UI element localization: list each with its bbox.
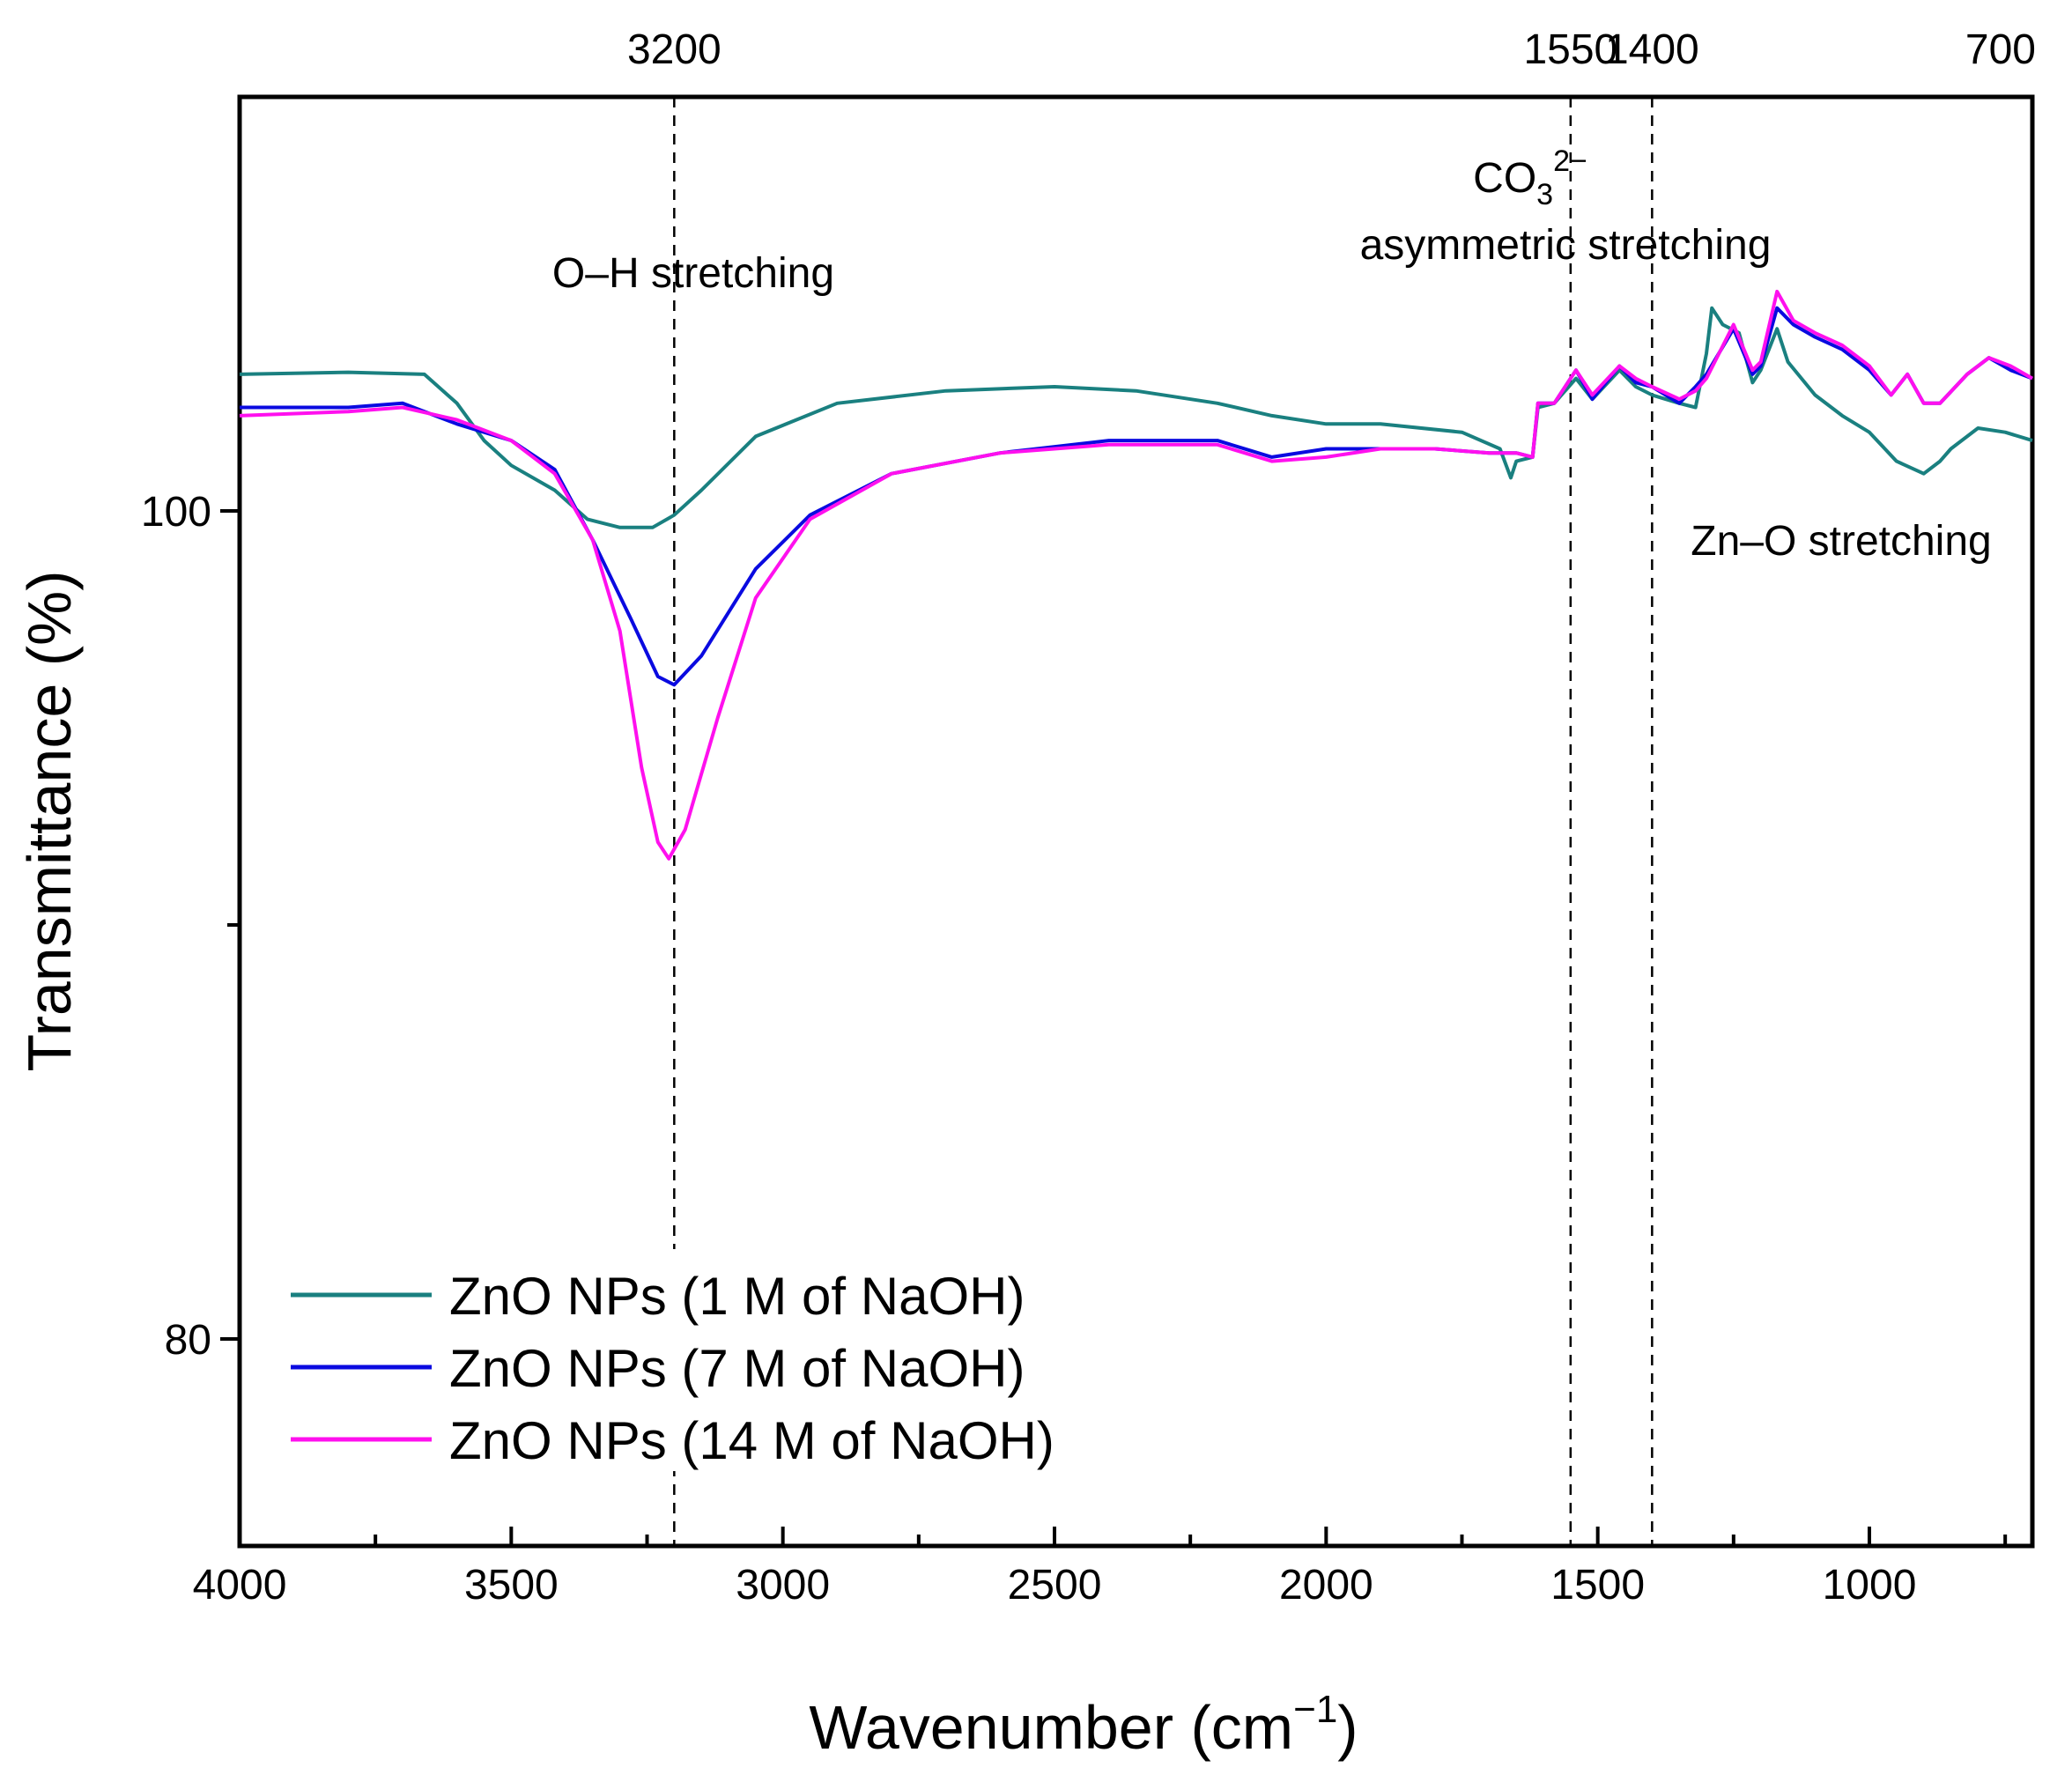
top-label-3200: 3200 bbox=[627, 26, 722, 73]
series-lines bbox=[239, 289, 2033, 861]
legend-label-3: ZnO NPs (14 M of NaOH) bbox=[449, 1411, 1054, 1470]
x-tick-label: 2500 bbox=[1008, 1562, 1102, 1609]
top-label-1550: 1550 bbox=[1523, 26, 1617, 73]
annotation-co3-base: CO bbox=[1473, 155, 1536, 202]
legend-background bbox=[282, 1249, 1163, 1471]
y-axis-ticks: 80 100 bbox=[141, 489, 240, 1364]
annotation-co3-formula: CO32− bbox=[1473, 144, 1587, 211]
plot-frame bbox=[237, 94, 2035, 1549]
x-axis-title-text: Wavenumber (cm bbox=[809, 1693, 1293, 1762]
legend: ZnO NPs (1 M of NaOH) ZnO NPs (7 M of NaO… bbox=[282, 1249, 1163, 1471]
x-tick-label: 4000 bbox=[193, 1562, 287, 1609]
x-tick-label: 1000 bbox=[1823, 1562, 1917, 1609]
top-label-1400: 1400 bbox=[1605, 26, 1699, 73]
x-tick-label: 3500 bbox=[464, 1562, 559, 1609]
series-line-1 bbox=[239, 306, 2033, 529]
x-axis-title-sup: −1 bbox=[1293, 1688, 1337, 1731]
y-tick-label: 100 bbox=[141, 489, 211, 536]
legend-label-2: ZnO NPs (7 M of NaOH) bbox=[449, 1339, 1025, 1398]
x-axis-title-end: ) bbox=[1337, 1693, 1358, 1762]
annotation-co3-sup: 2− bbox=[1553, 144, 1587, 178]
annotation-zno-stretching: Zn–O stretching bbox=[1691, 518, 1991, 565]
x-tick-label: 1500 bbox=[1550, 1562, 1645, 1609]
annotation-co3-asymmetric: asymmetric stretching bbox=[1360, 222, 1772, 269]
annotation-co3-sub: 3 bbox=[1536, 178, 1553, 211]
legend-label-1: ZnO NPs (1 M of NaOH) bbox=[449, 1267, 1025, 1326]
top-label-700: 700 bbox=[1965, 26, 2036, 73]
y-tick-label: 80 bbox=[165, 1317, 211, 1364]
series-line-3 bbox=[239, 289, 2033, 861]
x-tick-label: 2000 bbox=[1279, 1562, 1373, 1609]
x-axis-ticks: 4000 3500 3000 2500 2000 1500 1000 bbox=[193, 1527, 2008, 1609]
x-axis-title: Wavenumber (cm−1) bbox=[809, 1688, 1358, 1762]
annotation-oh-stretching: O–H stretching bbox=[552, 250, 834, 297]
x-tick-label: 3000 bbox=[736, 1562, 830, 1609]
y-axis-title: Transmittance (%) bbox=[15, 570, 84, 1071]
